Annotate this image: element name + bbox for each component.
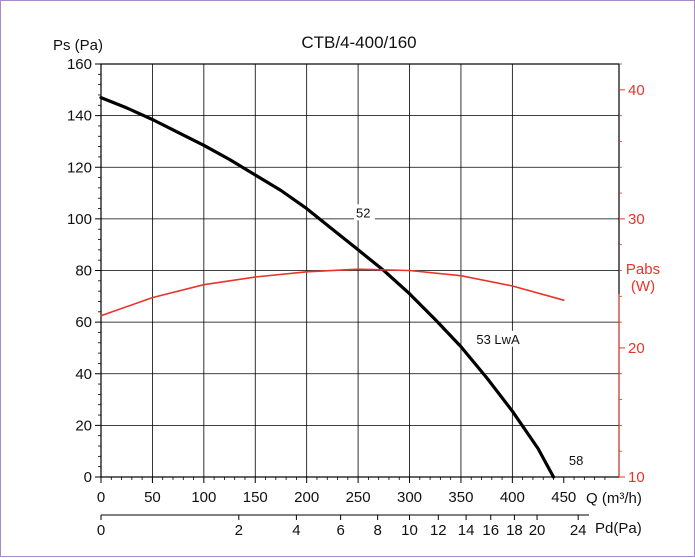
y-tick-label: 0: [84, 469, 92, 486]
y-tick-label: 80: [75, 263, 92, 280]
pd-tick-label: 18: [506, 522, 523, 539]
y-tick-label: 60: [75, 314, 92, 331]
pd-tick-label: 8: [373, 522, 381, 539]
sound-level-annotation: 52: [356, 205, 370, 220]
pd-tick-label: 6: [336, 522, 344, 539]
x-tick-label: 150: [243, 489, 268, 506]
y2-axis-label-line1: Pabs: [626, 261, 660, 278]
pd-tick-label: 0: [97, 522, 105, 539]
y-tick-label: 20: [75, 417, 92, 434]
y-axis-label: Ps (Pa): [53, 37, 103, 54]
y-tick-label: 160: [67, 56, 92, 73]
pd-tick-label: 10: [401, 522, 418, 539]
annotation-background: [566, 452, 588, 469]
pd-tick-label: 12: [430, 522, 447, 539]
x-tick-label: 450: [551, 489, 576, 506]
x-tick-label: 200: [294, 489, 319, 506]
y2-tick-label: 40: [628, 82, 645, 99]
x-tick-label: 250: [346, 489, 371, 506]
pd-tick-label: 4: [292, 522, 300, 539]
annotation-background: [354, 204, 376, 221]
sound-level-annotation: 58: [569, 453, 583, 468]
x-tick-label: 400: [500, 489, 525, 506]
y-tick-label: 100: [67, 211, 92, 228]
x-tick-label: 50: [144, 489, 161, 506]
pd-axis-label: Pd(Pa): [595, 520, 642, 537]
pd-tick-label: 20: [529, 522, 546, 539]
power-curve-line: [100, 268, 565, 317]
y-tick-label: 140: [67, 108, 92, 125]
pd-tick-label: 24: [570, 522, 587, 539]
pressure-curve-line: [99, 96, 556, 479]
y2-tick-label: 10: [628, 469, 645, 486]
annotation-background: [474, 330, 530, 347]
pd-tick-label: 16: [482, 522, 499, 539]
pd-tick-label: 14: [458, 522, 475, 539]
sound-level-annotation: 53 LwA: [476, 332, 520, 347]
chart-title: CTB/4-400/160: [301, 33, 416, 52]
y-tick-label: 120: [67, 159, 92, 176]
x-axis-label: Q (m³/h): [586, 490, 642, 507]
y2-tick-label: 30: [628, 211, 645, 228]
x-tick-label: 300: [397, 489, 422, 506]
x-tick-label: 350: [448, 489, 473, 506]
pd-tick-label: 2: [235, 522, 243, 539]
y-tick-label: 40: [75, 366, 92, 383]
y2-axis-label-line2: (W): [631, 278, 655, 295]
y2-tick-label: 20: [628, 340, 645, 357]
x-tick-label: 100: [191, 489, 216, 506]
x-tick-label: 0: [97, 489, 105, 506]
